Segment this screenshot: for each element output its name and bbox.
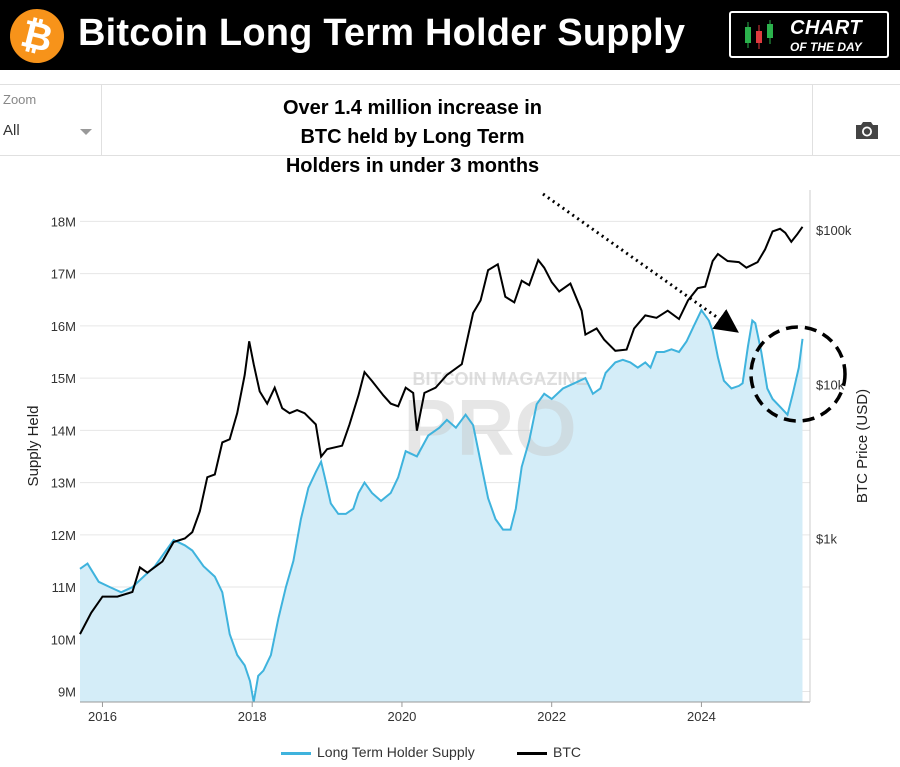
- lth-supply-area: [80, 310, 803, 702]
- overlay-layer: [542, 192, 847, 423]
- y-tick-label: 9M: [58, 685, 76, 700]
- x-tick-label: 2024: [687, 709, 716, 724]
- toolbar-top-border: [0, 84, 900, 85]
- legend-label: BTC: [553, 744, 581, 760]
- x-tick-label: 2022: [537, 709, 566, 724]
- y-tick-label: 15M: [51, 371, 76, 386]
- axes-layer: 9M 10M 11M 12M 13M 14M 15M 16M 17M 18M 2016 2018 202…: [25, 190, 871, 724]
- y-axis-title: Supply Held: [25, 406, 42, 487]
- y-tick-label: 14M: [51, 423, 76, 438]
- legend-label: Long Term Holder Supply: [317, 744, 475, 760]
- y-tick-label: 12M: [51, 528, 76, 543]
- btc-price-line: [79, 226, 804, 635]
- x-tick-label: 2016: [88, 709, 117, 724]
- zoom-value: All: [3, 122, 20, 139]
- highlight-circle: [749, 325, 847, 423]
- annotation-arrow: [542, 192, 739, 333]
- chart-of-the-day-badge: CHART OF THE DAY: [729, 11, 889, 58]
- bitcoin-logo-icon: ₿: [4, 3, 70, 69]
- header-bar: ₿ Bitcoin Long Term Holder Supply CHART …: [0, 0, 900, 70]
- lth-supply-line: [79, 308, 804, 703]
- toolbar-divider: [101, 85, 102, 155]
- y-tick-label: 13M: [51, 476, 76, 491]
- zoom-dropdown[interactable]: All: [0, 112, 100, 148]
- y2-axis-title: BTC Price (USD): [854, 389, 871, 503]
- watermark-title: PRO: [403, 383, 576, 472]
- y-tick-label: 16M: [51, 319, 76, 334]
- y2-tick-label: $1k: [816, 532, 837, 547]
- watermark-subtitle: BITCOIN MAGAZINE: [413, 369, 588, 389]
- badge-subtitle: OF THE DAY: [790, 40, 862, 54]
- annotation-line: BTC held by Long Term: [300, 126, 525, 148]
- x-tick-label: 2018: [238, 709, 267, 724]
- annotation-line: Over 1.4 million increase in: [282, 97, 542, 119]
- y2-tick-label: $100k: [816, 223, 852, 238]
- x-tick-label: 2020: [387, 709, 416, 724]
- toolbar-bottom-border: [0, 155, 900, 156]
- y-tick-label: 11M: [52, 580, 76, 595]
- legend-swatch: [517, 752, 547, 755]
- y-tick-label: 17M: [51, 267, 76, 282]
- camera-icon[interactable]: [854, 119, 880, 141]
- candlestick-icon: [745, 20, 773, 49]
- chart-annotation: Over 1.4 million increase in BTC held by…: [250, 94, 575, 181]
- legend-swatch: [281, 752, 311, 755]
- toolbar-divider: [812, 85, 813, 155]
- y-tick-label: 10M: [51, 632, 76, 647]
- chart-legend: Long Term Holder Supply BTC: [0, 742, 900, 764]
- annotation-line: Holders in under 3 months: [285, 155, 540, 177]
- zoom-label: Zoom: [3, 92, 37, 107]
- page-title: Bitcoin Long Term Holder Supply: [78, 12, 686, 54]
- y2-tick-label: $10k: [816, 377, 845, 392]
- chevron-down-icon: [80, 129, 92, 135]
- grid-layer: [80, 220, 810, 693]
- badge-title: CHART: [790, 17, 863, 39]
- y-tick-label: 18M: [51, 214, 76, 229]
